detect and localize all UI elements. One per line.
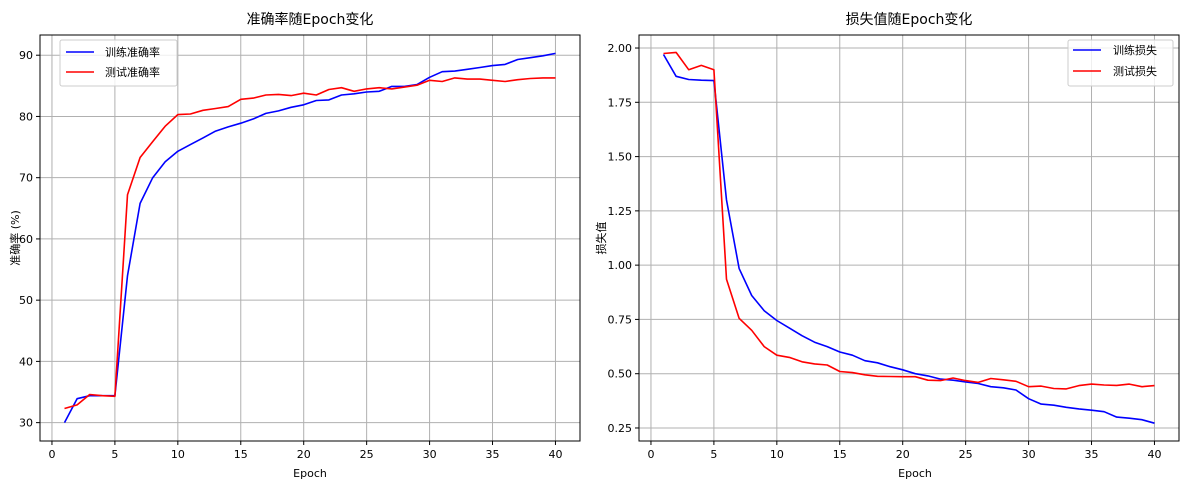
loss-x-tick-label: 10 — [770, 448, 784, 461]
loss-train-line — [662, 54, 1155, 424]
loss-x-tick-label: 15 — [833, 448, 847, 461]
loss-gridlines — [639, 35, 1179, 441]
accuracy-y-tick-label: 40 — [19, 355, 33, 368]
accuracy-legend-test-label: 测试准确率 — [105, 65, 160, 79]
accuracy-y-ticks: 30 40 50 60 70 80 90 — [19, 49, 40, 430]
loss-x-tick-label: 20 — [896, 448, 910, 461]
accuracy-plot-frame — [39, 34, 581, 442]
loss-x-ticks: 0 5 10 15 20 25 30 35 40 — [647, 441, 1161, 461]
accuracy-x-tick-label: 0 — [48, 448, 55, 461]
loss-y-tick-label: 1.75 — [608, 96, 633, 109]
loss-plot-frame — [638, 34, 1180, 442]
accuracy-y-tick-label: 70 — [19, 172, 33, 185]
loss-x-tick-label: 40 — [1147, 448, 1161, 461]
loss-y-tick-label: 2.00 — [608, 42, 633, 55]
loss-x-axis-label: Epoch — [898, 467, 932, 480]
loss-y-axis-label: 损失值 — [594, 222, 608, 255]
accuracy-lines — [63, 52, 556, 423]
accuracy-y-tick-label: 30 — [19, 417, 33, 430]
accuracy-chart-title: 准确率随Epoch变化 — [247, 11, 374, 28]
loss-lines — [662, 51, 1155, 424]
loss-legend-test-label: 测试损失 — [1113, 64, 1157, 78]
loss-y-ticks: 0.25 0.50 0.75 1.00 1.25 1.50 1.75 2.00 — [608, 42, 639, 435]
loss-chart-title: 损失值随Epoch变化 — [846, 12, 973, 28]
loss-legend-train-label: 训练损失 — [1113, 43, 1157, 57]
accuracy-subplot: 准确率随Epoch变化 0 5 10 15 20 25 30 35 40 30 40 50 60 70 8… — [8, 11, 581, 480]
accuracy-test-line — [64, 77, 556, 410]
accuracy-y-tick-label: 60 — [19, 233, 33, 246]
loss-y-tick-label: 0.50 — [608, 368, 633, 381]
loss-legend: 训练损失 测试损失 — [1067, 39, 1174, 87]
loss-x-tick-label: 0 — [647, 448, 654, 461]
accuracy-x-ticks: 0 5 10 15 20 25 30 35 40 — [48, 441, 562, 461]
loss-y-tick-label: 0.75 — [608, 313, 633, 326]
loss-x-tick-label: 25 — [959, 448, 973, 461]
loss-legend-box — [1067, 39, 1174, 87]
loss-y-tick-label: 1.00 — [608, 259, 633, 272]
loss-y-tick-label: 1.50 — [608, 151, 633, 164]
accuracy-y-tick-label: 50 — [19, 294, 33, 307]
accuracy-y-axis-label: 准确率 (%) — [8, 210, 22, 266]
accuracy-x-tick-label: 15 — [234, 448, 248, 461]
accuracy-y-tick-label: 90 — [19, 49, 33, 62]
accuracy-x-tick-label: 20 — [297, 448, 311, 461]
loss-x-tick-label: 5 — [710, 448, 717, 461]
accuracy-x-tick-label: 30 — [423, 448, 437, 461]
loss-y-tick-label: 1.25 — [608, 205, 633, 218]
loss-x-tick-label: 35 — [1085, 448, 1099, 461]
accuracy-x-tick-label: 35 — [486, 448, 500, 461]
accuracy-x-tick-label: 25 — [360, 448, 374, 461]
loss-test-line — [663, 51, 1155, 390]
loss-subplot: 损失值随Epoch变化 0 5 10 15 20 25 30 35 40 0.25 0.50 0.7… — [594, 12, 1180, 480]
accuracy-gridlines — [40, 35, 580, 441]
accuracy-x-axis-label: Epoch — [293, 467, 327, 480]
accuracy-x-tick-label: 10 — [171, 448, 185, 461]
accuracy-x-tick-label: 5 — [111, 448, 118, 461]
accuracy-legend: 训练准确率 测试准确率 — [59, 39, 178, 87]
loss-y-tick-label: 0.25 — [608, 422, 633, 435]
accuracy-legend-train-label: 训练准确率 — [105, 45, 160, 59]
accuracy-x-tick-label: 40 — [548, 448, 562, 461]
accuracy-train-line — [63, 52, 556, 423]
accuracy-y-tick-label: 80 — [19, 110, 33, 123]
loss-x-tick-label: 30 — [1022, 448, 1036, 461]
